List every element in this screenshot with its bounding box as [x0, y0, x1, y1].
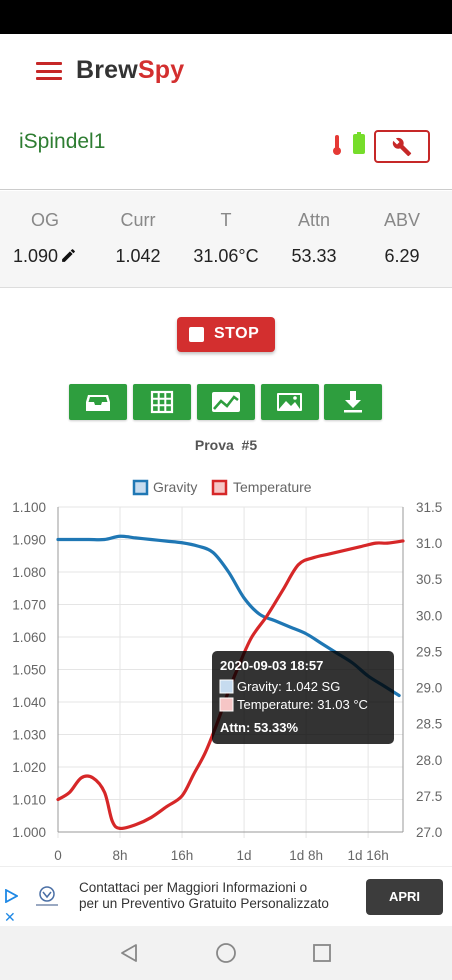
- back-icon[interactable]: [118, 942, 140, 964]
- fermentation-chart[interactable]: 1.100 1.090 1.080 1.070 1.060 1.050 1.040 1.030…: [0, 470, 452, 865]
- download-button[interactable]: [324, 384, 382, 420]
- stats-panel: OG 1.090 Curr 1.042 T 31.06°C Attn 53.33…: [0, 191, 452, 288]
- y-left-tick-label: 1.100: [12, 500, 46, 515]
- legend-swatch-temperature[interactable]: [211, 479, 228, 496]
- y-left-tick-label: 1.010: [12, 793, 46, 808]
- line-chart-icon: [212, 392, 240, 412]
- stat-value: 53.33: [291, 246, 337, 266]
- stop-button[interactable]: STOP: [177, 317, 275, 352]
- stat-value: 1.042: [115, 246, 161, 266]
- chart-tooltip: 2020-09-03 18:57 Gravity: 1.042 SG Tempe…: [212, 651, 394, 744]
- stat-label: ABV: [383, 210, 421, 230]
- wrench-icon: [392, 137, 412, 157]
- y-right-tick-label: 31.0: [416, 536, 442, 551]
- stat-label: T: [220, 210, 232, 230]
- stat-label: Curr: [120, 210, 156, 230]
- y-left-tick-label: 1.060: [12, 630, 46, 645]
- y-right-tick-label: 30.5: [416, 572, 442, 587]
- tooltip-gravity: Gravity: 1.042 SG: [237, 679, 340, 694]
- archive-icon: [86, 395, 110, 411]
- stat-value: 6.29: [384, 246, 420, 266]
- system-nav-bar: [0, 926, 452, 980]
- tooltip-attenuation: Attn: 53.33%: [220, 720, 298, 735]
- home-icon[interactable]: [215, 942, 237, 964]
- menu-icon[interactable]: [36, 62, 62, 80]
- x-tick-label: 1d 8h: [289, 848, 323, 863]
- y-left-tick-label: 1.030: [12, 728, 46, 743]
- tooltip-temperature: Temperature: 31.03 °C: [237, 697, 368, 712]
- image-icon: [277, 393, 302, 411]
- stat-label: Attn: [297, 210, 331, 230]
- ad-info-icon[interactable]: [4, 889, 18, 903]
- ad-close-icon[interactable]: ✕: [4, 909, 16, 925]
- y-right-tick-label: 27.0: [416, 825, 442, 840]
- ad-text[interactable]: Contattaci per Maggiori Informazioni o p…: [79, 880, 359, 912]
- edit-icon[interactable]: [60, 247, 77, 264]
- stop-label: STOP: [214, 325, 260, 342]
- status-bar: [0, 0, 452, 34]
- table-icon: [150, 390, 174, 414]
- thermometer-icon: [333, 135, 341, 155]
- chart-button[interactable]: [197, 384, 255, 420]
- ad-open-button[interactable]: APRI: [366, 879, 443, 915]
- battery-icon: [353, 132, 365, 154]
- stat-value: 1.090: [0, 246, 90, 267]
- y-left-tick-label: 1.020: [12, 760, 46, 775]
- x-tick-label: 0: [54, 848, 62, 863]
- stop-icon: [189, 327, 204, 342]
- y-left-tick-label: 1.040: [12, 695, 46, 710]
- archive-button[interactable]: [69, 384, 127, 420]
- y-left-tick-label: 1.090: [12, 533, 46, 548]
- ad-line: Contattaci per Maggiori Informazioni o: [79, 880, 308, 895]
- y-right-tick-label: 29.5: [416, 644, 442, 659]
- y-right-tick-label: 29.0: [416, 681, 442, 696]
- image-button[interactable]: [261, 384, 319, 420]
- batch-title: Prova #5: [194, 437, 258, 453]
- y-right-tick-label: 28.5: [416, 717, 442, 732]
- legend-label-gravity[interactable]: Gravity: [153, 479, 197, 495]
- x-tick-label: 1d: [237, 848, 252, 863]
- device-header: iSpindel1: [0, 106, 452, 190]
- app-bar: BrewSpy: [0, 34, 452, 106]
- x-tick-label: 1d 16h: [347, 848, 388, 863]
- y-right-tick-label: 27.5: [416, 789, 442, 804]
- y-left-tick-label: 1.080: [12, 565, 46, 580]
- app-title: BrewSpy: [76, 56, 185, 84]
- y-right-tick-label: 28.0: [416, 753, 442, 768]
- ad-line: per un Preventivo Gratuito Personalizzat…: [79, 896, 329, 911]
- y-left-tick-label: 1.000: [12, 825, 46, 840]
- stat-value: 31.06°C: [193, 246, 259, 266]
- y-left-tick-label: 1.070: [12, 598, 46, 613]
- x-tick-label: 16h: [171, 848, 194, 863]
- tooltip-title: 2020-09-03 18:57: [220, 658, 323, 673]
- y-left-tick-label: 1.050: [12, 663, 46, 678]
- recents-icon[interactable]: [311, 942, 333, 964]
- y-right-tick-label: 31.5: [416, 500, 442, 515]
- device-name: iSpindel1: [19, 130, 106, 153]
- stat-label: OG: [30, 210, 59, 230]
- download-icon: [344, 391, 362, 413]
- advertiser-logo: [36, 886, 58, 906]
- settings-button[interactable]: [374, 130, 430, 163]
- legend-label-temperature[interactable]: Temperature: [233, 479, 312, 495]
- y-right-tick-label: 30.0: [416, 608, 442, 623]
- legend-swatch-gravity[interactable]: [132, 479, 149, 496]
- table-button[interactable]: [133, 384, 191, 420]
- x-tick-label: 8h: [113, 848, 128, 863]
- ad-banner[interactable]: ✕ Contattaci per Maggiori Informazioni o…: [0, 866, 452, 926]
- og-value: 1.090: [12, 246, 59, 266]
